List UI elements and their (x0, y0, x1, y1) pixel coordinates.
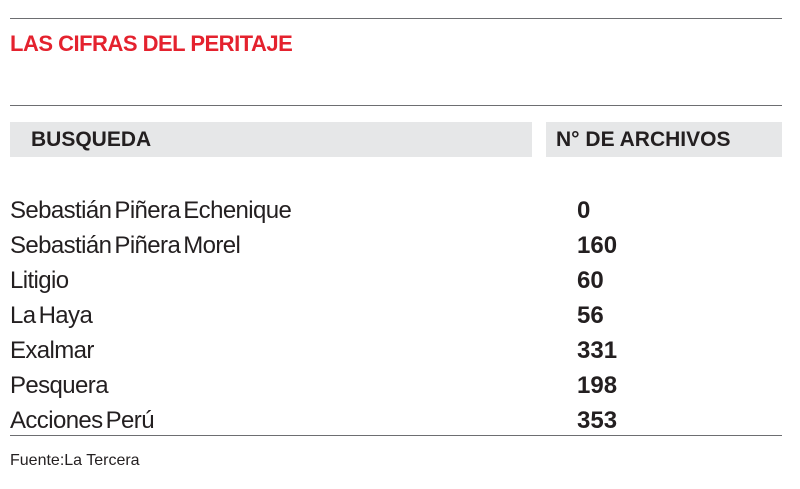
search-term: Pesquera (10, 372, 109, 399)
file-count: 198 (577, 372, 618, 399)
search-term: Sebastián Piñera Morel (10, 232, 241, 259)
infographic-title: LAS CIFRAS DEL PERITAJE (10, 31, 293, 56)
file-count: 353 (577, 407, 618, 434)
file-count: 331 (577, 337, 618, 364)
file-count: 60 (577, 267, 604, 294)
search-term: Exalmar (10, 337, 94, 364)
table-row: Sebastián Piñera Echenique 0 (0, 193, 800, 228)
table-row: Exalmar 331 (0, 333, 800, 368)
search-term: Acciones Perú (10, 407, 155, 434)
file-count: 0 (577, 197, 591, 224)
search-term: Sebastián Piñera Echenique (10, 197, 292, 224)
search-term: La Haya (10, 302, 93, 329)
source-credit: Fuente:La Tercera (10, 452, 140, 469)
table-row: Sebastián Piñera Morel 160 (0, 228, 800, 263)
top-rule (10, 18, 782, 19)
table-row: Pesquera 198 (0, 368, 800, 403)
title-rule (10, 105, 782, 106)
table-row: Litigio 60 (0, 263, 800, 298)
column-header-busqueda: BUSQUEDA (10, 122, 532, 157)
data-table: Sebastián Piñera Echenique 0 Sebastián P… (0, 193, 800, 438)
file-count: 160 (577, 232, 618, 259)
search-term: Litigio (10, 267, 69, 294)
bottom-rule (10, 435, 782, 436)
table-row: La Haya 56 (0, 298, 800, 333)
file-count: 56 (577, 302, 604, 329)
column-header-archivos: N° DE ARCHIVOS (546, 122, 782, 157)
table-row: Acciones Perú 353 (0, 403, 800, 438)
